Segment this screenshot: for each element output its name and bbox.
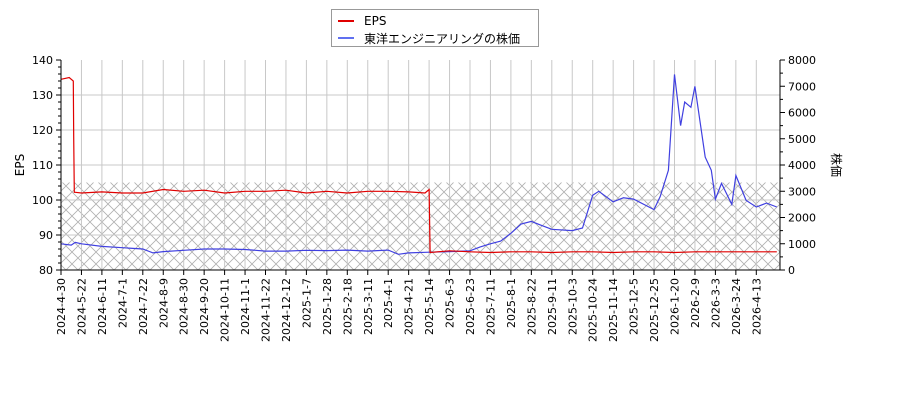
x-tick-label: 2026-1-20 xyxy=(669,278,682,335)
y-right-tick-label: 8000 xyxy=(788,54,816,67)
y-left-tick-label: 140 xyxy=(32,54,53,67)
x-tick-label: 2024-9-20 xyxy=(198,278,211,335)
y-left-tick-label: 90 xyxy=(39,229,53,242)
x-tick-label: 2024-6-11 xyxy=(96,278,109,335)
y-left-tick-label: 130 xyxy=(32,89,53,102)
x-tick-label: 2025-6-23 xyxy=(464,278,477,335)
x-tick-label: 2025-10-24 xyxy=(587,278,600,342)
y-right-tick-label: 2000 xyxy=(788,212,816,225)
y-right-tick-label: 6000 xyxy=(788,107,816,120)
legend: EPS 東洋エンジニアリングの株価 xyxy=(331,9,539,47)
x-tick-label: 2025-6-3 xyxy=(444,278,457,328)
price-line xyxy=(60,74,778,255)
x-tick-label: 2025-5-14 xyxy=(423,278,436,335)
x-tick-label: 2024-7-22 xyxy=(137,278,150,335)
x-tick-label: 2025-7-11 xyxy=(484,278,497,335)
axes: 80 90 100 110 120 130 140 0 1000 2000 3000 4000 5000… xyxy=(32,54,816,342)
x-tick-label: 2024-8-30 xyxy=(178,278,191,335)
y-right-tick-label: 5000 xyxy=(788,133,816,146)
legend-item-eps: EPS xyxy=(338,13,386,29)
x-tick-label: 2025-4-1 xyxy=(382,278,395,328)
x-tick-label: 2025-1-28 xyxy=(321,278,334,335)
x-tick-label: 2025-8-1 xyxy=(505,278,518,328)
x-tick-label: 2024-12-12 xyxy=(280,278,293,342)
x-tick-label: 2024-7-1 xyxy=(116,278,129,328)
x-tick-label: 2025-8-22 xyxy=(525,278,538,335)
y-right-axis-title: 株価 xyxy=(829,153,844,177)
y-left-tick-label: 110 xyxy=(32,159,53,172)
x-tick-label: 2025-3-11 xyxy=(362,278,375,335)
y-left-tick-label: 120 xyxy=(32,124,53,137)
x-tick-label: 2024-4-30 xyxy=(55,278,68,335)
x-tick-label: 2025-4-21 xyxy=(403,278,416,335)
x-tick-label: 2024-8-9 xyxy=(157,278,170,328)
x-tick-label: 2024-11-22 xyxy=(260,278,273,342)
x-tick-label: 2026-4-13 xyxy=(750,278,763,335)
y-right-tick-label: 7000 xyxy=(788,80,816,93)
y-right-tick-label: 1000 xyxy=(788,238,816,251)
legend-swatch-price xyxy=(338,37,354,39)
x-tick-label: 2025-10-3 xyxy=(566,278,579,335)
grid-lines xyxy=(61,60,780,270)
x-tick-label: 2024-10-11 xyxy=(219,278,232,342)
series-lines xyxy=(60,74,778,255)
y-left-tick-label: 100 xyxy=(32,194,53,207)
legend-label-eps: EPS xyxy=(364,14,387,28)
eps-line xyxy=(60,76,777,254)
x-tick-label: 2025-12-5 xyxy=(628,278,641,335)
x-tick-label: 2026-2-9 xyxy=(689,278,702,328)
x-tick-label: 2025-2-18 xyxy=(341,278,354,335)
x-tick-label: 2026-3-3 xyxy=(709,278,722,328)
legend-label-price: 東洋エンジニアリングの株価 xyxy=(364,31,521,46)
y-left-axis-title: EPS xyxy=(13,154,27,176)
x-tick-label: 2024-5-22 xyxy=(75,278,88,335)
y-right-tick-label: 0 xyxy=(788,264,795,277)
y-right-tick-label: 3000 xyxy=(788,185,816,198)
x-tick-label: 2024-11-1 xyxy=(239,278,252,335)
legend-item-price: 東洋エンジニアリングの株価 xyxy=(338,30,520,46)
y-left-tick-label: 80 xyxy=(39,264,53,277)
x-tick-label: 2025-11-14 xyxy=(607,278,620,342)
legend-swatch-eps xyxy=(338,20,354,22)
x-tick-label: 2025-9-11 xyxy=(546,278,559,335)
x-tick-label: 2025-1-7 xyxy=(300,278,313,328)
x-tick-label: 2025-12-25 xyxy=(648,278,661,342)
x-tick-label: 2026-3-24 xyxy=(730,278,743,335)
shaded-region xyxy=(61,182,780,270)
y-right-tick-label: 4000 xyxy=(788,159,816,172)
